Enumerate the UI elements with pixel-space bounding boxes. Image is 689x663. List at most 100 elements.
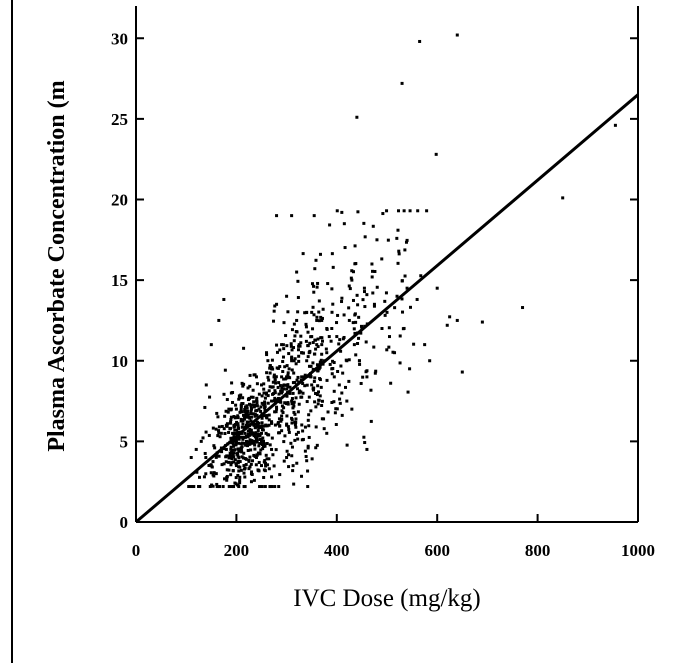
data-point: [266, 401, 270, 405]
data-point: [240, 445, 244, 449]
data-point: [331, 366, 335, 370]
data-point: [307, 413, 311, 417]
data-point: [286, 385, 290, 389]
data-point: [361, 375, 365, 379]
data-point: [238, 475, 242, 479]
data-point: [279, 419, 283, 423]
data-point: [237, 469, 241, 473]
data-point: [264, 464, 268, 468]
data-point: [272, 375, 276, 379]
data-point: [260, 439, 263, 443]
data-point: [271, 367, 275, 371]
data-point: [287, 367, 291, 371]
data-point: [347, 379, 351, 383]
data-point: [272, 319, 276, 323]
data-point: [276, 366, 280, 370]
data-point: [233, 439, 237, 443]
data-point: [310, 457, 314, 461]
data-point: [274, 381, 278, 385]
data-point: [273, 410, 277, 414]
data-point: [243, 415, 247, 419]
data-point: [261, 428, 265, 432]
data-point: [448, 315, 452, 319]
data-point: [335, 407, 339, 411]
data-point: [393, 351, 397, 355]
data-point: [255, 413, 259, 417]
data-point: [274, 410, 278, 414]
data-point: [247, 396, 251, 400]
data-point: [224, 455, 228, 459]
data-point: [357, 336, 361, 340]
data-point: [265, 351, 269, 355]
data-point: [280, 391, 284, 395]
data-point: [315, 285, 319, 289]
data-point: [288, 376, 292, 380]
data-point: [289, 342, 293, 346]
data-point: [278, 473, 282, 477]
data-point: [241, 436, 245, 440]
data-point: [242, 441, 246, 445]
data-point: [313, 267, 317, 271]
data-point: [333, 411, 337, 415]
data-point: [370, 275, 374, 279]
data-point: [237, 485, 241, 489]
data-point: [286, 373, 290, 377]
data-point: [263, 400, 267, 404]
data-point: [236, 424, 240, 428]
data-point: [243, 408, 247, 412]
data-point: [300, 375, 304, 379]
data-point: [258, 452, 262, 456]
data-point: [235, 420, 239, 424]
data-point: [248, 455, 252, 459]
data-point: [331, 302, 335, 306]
data-point: [303, 449, 307, 453]
data-point: [255, 440, 259, 444]
data-point: [227, 485, 231, 489]
data-point: [214, 472, 218, 476]
trendline-group: [135, 93, 639, 524]
data-point: [358, 362, 362, 366]
data-point: [254, 438, 258, 442]
data-point: [330, 327, 334, 330]
data-point: [273, 304, 277, 308]
data-point: [204, 430, 208, 434]
data-point: [280, 429, 284, 433]
data-point: [309, 375, 313, 379]
data-point: [287, 465, 291, 469]
data-point: [297, 402, 301, 406]
data-point: [350, 269, 354, 273]
data-point: [312, 290, 316, 294]
data-point: [365, 447, 369, 451]
data-point: [318, 252, 322, 256]
data-point: [291, 381, 295, 385]
data-point: [239, 417, 243, 421]
data-point: [353, 331, 357, 335]
data-point: [335, 209, 339, 213]
data-point: [246, 440, 250, 444]
data-point: [252, 405, 256, 409]
data-point: [312, 386, 316, 390]
data-point: [363, 305, 367, 309]
data-point: [230, 485, 234, 489]
y-axis-title: Plasma Ascorbate Concentration (m: [44, 80, 70, 451]
data-point: [239, 449, 243, 453]
data-point: [355, 293, 359, 297]
data-point: [237, 449, 241, 453]
data-point: [233, 428, 237, 432]
data-point: [277, 485, 281, 489]
data-point: [403, 248, 407, 252]
data-point: [248, 440, 252, 444]
data-point: [255, 422, 259, 426]
data-point: [362, 435, 366, 439]
data-point: [238, 435, 242, 439]
data-point: [227, 407, 231, 411]
data-point: [234, 403, 238, 407]
data-point: [365, 375, 369, 379]
data-point: [215, 411, 219, 415]
data-point: [292, 371, 296, 375]
data-point: [272, 464, 276, 468]
data-point: [257, 392, 261, 396]
data-point: [212, 471, 216, 475]
data-point: [353, 244, 357, 248]
data-point: [260, 485, 264, 489]
